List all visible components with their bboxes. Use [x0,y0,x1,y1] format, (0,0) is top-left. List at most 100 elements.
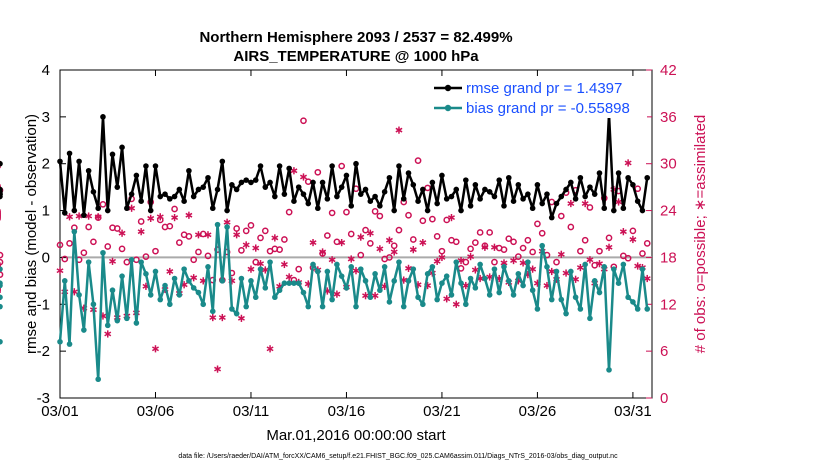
bias-point [66,341,73,347]
bias-point [262,285,269,291]
obs-assimilated-point [548,267,556,276]
obs-assimilated-point [629,235,637,244]
obs-possible-point [596,247,603,255]
rmse-point [167,196,173,202]
obs-assimilated-stroke [467,254,475,260]
obs-possible-point [185,232,193,240]
bias-point [520,282,526,289]
bias-point [167,301,173,308]
obs-possible-point [500,246,508,253]
bias-point [405,278,412,284]
obs-possible-point [629,227,637,235]
obs-assimilated-point [605,243,613,251]
legend-rmse-marker [444,84,452,92]
bias-point [147,292,154,298]
y-tick-label: -3 [37,390,50,407]
obs-assimilated-point [66,213,74,221]
obs-assimilated-stroke [190,275,198,281]
rmse-point [157,193,164,200]
rmse-point [61,210,68,216]
x-tick-label: 03/06 [137,403,175,420]
bias-point [95,376,101,383]
rmse-point [85,167,92,174]
obs-possible-point [443,216,451,224]
obs-assimilated-stroke [185,212,193,218]
bias-point [400,303,407,310]
rmse-point [334,193,340,200]
obs-possible-point [486,229,494,236]
bias-point [572,294,579,301]
obs-possible-point [171,205,178,213]
obs-assimilated-stroke [624,160,632,166]
obs-possible-point [166,222,174,230]
bias-point [553,268,560,275]
obs-possible-point [605,234,613,242]
rmse-point [147,207,154,214]
bias-point [0,266,3,272]
rmse-point [448,193,455,200]
bias-point [639,266,646,272]
rmse-point [348,203,355,209]
y2-tick-label: 24 [660,203,677,220]
rmse-point [295,184,302,190]
bias-point [620,261,627,268]
rmse-point [453,186,460,193]
obs-assimilated-point [581,199,589,208]
obs-assimilated-point [299,173,307,181]
bias-point [630,299,636,305]
obs-assimilated-point [285,273,293,281]
obs-assimilated-point [390,248,398,256]
obs-assimilated-stroke [194,232,202,238]
rmse-point [377,203,383,209]
bias-point [0,338,3,345]
obs-assimilated-stroke [595,261,603,267]
obs-assimilated-stroke [433,258,441,264]
bias-point [577,306,584,312]
obs-possible-point [56,241,64,249]
obs-assimilated-point [643,274,651,283]
obs-possible-point [61,255,69,263]
obs-assimilated-point [166,267,174,276]
bias-point [324,268,331,275]
bias-point [214,221,221,228]
obs-assimilated-stroke [362,293,370,299]
bias-point [391,278,397,284]
obs-possible-point [414,157,422,164]
obs-assimilated-point [280,260,288,269]
obs-assimilated-point [247,265,255,273]
bias-point [85,259,92,265]
rmse-point [381,189,388,195]
bias-point [467,275,474,282]
obs-possible-point [328,209,336,217]
obs-assimilated-stroke [66,214,74,220]
rmse-point [286,165,292,172]
rmse-point [420,186,426,193]
bias-point [205,264,211,270]
obs-assimilated-stroke [257,261,265,267]
chart-title: Northern Hemisphere 2093 / 2537 = 82.499… [199,29,512,46]
rmse-point [357,191,364,197]
bias-point [587,315,593,322]
obs-possible-point [99,200,107,208]
bias-point [625,294,631,301]
rmse-point [190,193,197,200]
obs-assimilated-point [619,228,627,236]
obs-assimilated-point [214,365,222,373]
rmse-point [644,174,651,181]
bias-point [186,278,192,284]
obs-assimilated-stroke [328,257,336,263]
bias-point [272,294,278,301]
rmse-point [267,179,273,186]
obs-assimilated-stroke [452,301,460,307]
bias-point [181,266,187,272]
rmse-point [611,207,617,214]
obs-assimilated-point [151,345,159,353]
bias-point [558,296,565,303]
bias-point [291,280,297,287]
rmse-point [329,163,335,169]
obs-assimilated-point [338,238,346,247]
obs-possible-point [142,253,150,260]
bias-point [443,273,450,279]
rmse-point [195,186,202,193]
obs-possible-point [338,162,346,170]
